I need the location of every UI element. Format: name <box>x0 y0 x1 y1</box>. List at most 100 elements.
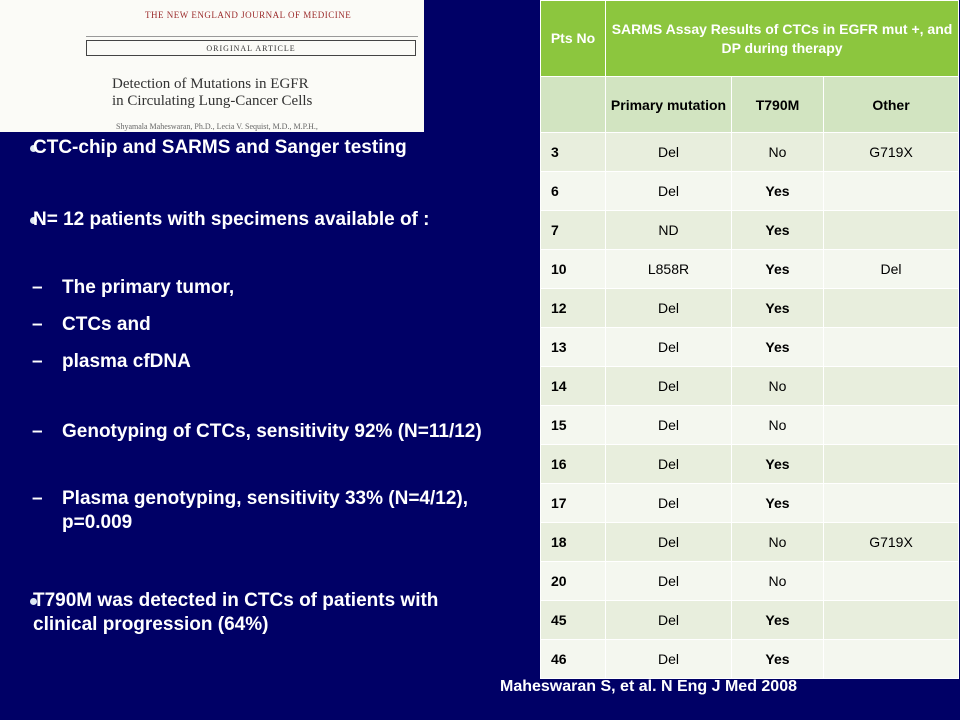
table-row: 3 Del No G719X <box>540 132 959 172</box>
cell-primary-mutation: L858R <box>605 249 732 289</box>
subheader-primary-mutation: Primary mutation <box>605 76 732 133</box>
cell-t790m: Yes <box>731 639 824 679</box>
subheader-other: Other <box>823 76 959 133</box>
table-row: 46 Del Yes <box>540 639 959 679</box>
cell-primary-mutation: Del <box>605 171 732 211</box>
table-row: 13 Del Yes <box>540 327 959 367</box>
dash-icon: – <box>32 351 43 372</box>
article-title: Detection of Mutations in EGFR in Circul… <box>112 76 412 110</box>
cell-t790m: Yes <box>731 249 824 289</box>
sub-bullet-text: CTCs and <box>62 314 151 335</box>
cell-other: G719X <box>823 522 959 562</box>
bullet-icon <box>30 217 37 224</box>
cell-patient-no: 14 <box>540 366 606 406</box>
dash-icon: – <box>32 277 43 298</box>
table-row: 14 Del No <box>540 366 959 406</box>
table-row: 20 Del No <box>540 561 959 601</box>
table-row: 17 Del Yes <box>540 483 959 523</box>
journal-clipping-image: The NEW ENGLAND JOURNAL of MEDICINE ORIG… <box>0 0 424 132</box>
table-row: 16 Del Yes <box>540 444 959 484</box>
cell-t790m: Yes <box>731 288 824 328</box>
cell-primary-mutation: Del <box>605 600 732 640</box>
table-row: 45 Del Yes <box>540 600 959 640</box>
cell-patient-no: 18 <box>540 522 606 562</box>
cell-t790m: Yes <box>731 444 824 484</box>
table-row: 10 L858R Yes Del <box>540 249 959 289</box>
cell-other <box>823 366 959 406</box>
cell-other <box>823 444 959 484</box>
cell-patient-no: 10 <box>540 249 606 289</box>
subheader-t790m: T790M <box>731 76 824 133</box>
divider <box>86 36 418 37</box>
dash-icon: – <box>32 314 43 335</box>
cell-patient-no: 16 <box>540 444 606 484</box>
bullet-icon <box>30 145 37 152</box>
cell-t790m: No <box>731 132 824 172</box>
cell-primary-mutation: Del <box>605 366 732 406</box>
sub-bullet-text: Plasma genotyping, sensitivity 33% (N=4/… <box>62 488 469 533</box>
cell-primary-mutation: Del <box>605 561 732 601</box>
table-row: 12 Del Yes <box>540 288 959 328</box>
sub-bullet-text: Genotyping of CTCs, sensitivity 92% (N=1… <box>62 421 482 442</box>
bullet-text: T790M was detected in CTCs of patients w… <box>33 590 439 635</box>
sub-bullet-text: The primary tumor, <box>62 277 235 298</box>
table-row: 6 Del Yes <box>540 171 959 211</box>
cell-primary-mutation: Del <box>605 405 732 445</box>
dash-icon: – <box>32 488 43 509</box>
cell-t790m: Yes <box>731 171 824 211</box>
cell-t790m: No <box>731 522 824 562</box>
article-title-line2: in Circulating Lung-Cancer Cells <box>112 93 313 109</box>
cell-patient-no: 45 <box>540 600 606 640</box>
cell-primary-mutation: Del <box>605 639 732 679</box>
cell-primary-mutation: ND <box>605 210 732 250</box>
cell-patient-no: 46 <box>540 639 606 679</box>
cell-other <box>823 405 959 445</box>
article-authors: Shyamala Maheswaran, Ph.D., Lecia V. Seq… <box>116 122 318 131</box>
table-row: 15 Del No <box>540 405 959 445</box>
cell-other <box>823 639 959 679</box>
cell-patient-no: 20 <box>540 561 606 601</box>
journal-name: The NEW ENGLAND JOURNAL of MEDICINE <box>145 10 352 20</box>
bullet-text: N= 12 patients with specimens available … <box>33 209 430 230</box>
cell-t790m: No <box>731 405 824 445</box>
cell-primary-mutation: Del <box>605 483 732 523</box>
cell-patient-no: 6 <box>540 171 606 211</box>
cell-primary-mutation: Del <box>605 327 732 367</box>
cell-t790m: Yes <box>731 210 824 250</box>
header-sarms-results: SARMS Assay Results of CTCs in EGFR mut … <box>605 0 959 77</box>
cell-patient-no: 3 <box>540 132 606 172</box>
cell-other <box>823 600 959 640</box>
subheader-blank <box>540 76 606 133</box>
cell-other: Del <box>823 249 959 289</box>
cell-patient-no: 12 <box>540 288 606 328</box>
article-title-line1: Detection of Mutations in EGFR <box>112 76 309 92</box>
header-pts-no: Pts No <box>540 0 606 77</box>
cell-patient-no: 13 <box>540 327 606 367</box>
bullet-text: CTC-chip and SARMS and Sanger testing <box>33 137 407 158</box>
cell-patient-no: 7 <box>540 210 606 250</box>
cell-patient-no: 15 <box>540 405 606 445</box>
table-row: 18 Del No G719X <box>540 522 959 562</box>
cell-primary-mutation: Del <box>605 444 732 484</box>
cell-other <box>823 327 959 367</box>
cell-other <box>823 483 959 523</box>
cell-other <box>823 210 959 250</box>
citation: Maheswaran S, et al. N Eng J Med 2008 <box>500 678 797 695</box>
cell-t790m: No <box>731 366 824 406</box>
cell-t790m: Yes <box>731 600 824 640</box>
cell-other <box>823 171 959 211</box>
bullet-icon <box>30 598 37 605</box>
cell-primary-mutation: Del <box>605 132 732 172</box>
section-banner: ORIGINAL ARTICLE <box>86 40 416 56</box>
cell-patient-no: 17 <box>540 483 606 523</box>
cell-other <box>823 561 959 601</box>
cell-t790m: Yes <box>731 483 824 523</box>
cell-t790m: No <box>731 561 824 601</box>
cell-other <box>823 288 959 328</box>
sub-bullet-text: plasma cfDNA <box>62 351 191 372</box>
cell-t790m: Yes <box>731 327 824 367</box>
dash-icon: – <box>32 421 43 442</box>
cell-other: G719X <box>823 132 959 172</box>
cell-primary-mutation: Del <box>605 288 732 328</box>
section-label: ORIGINAL ARTICLE <box>206 43 296 53</box>
